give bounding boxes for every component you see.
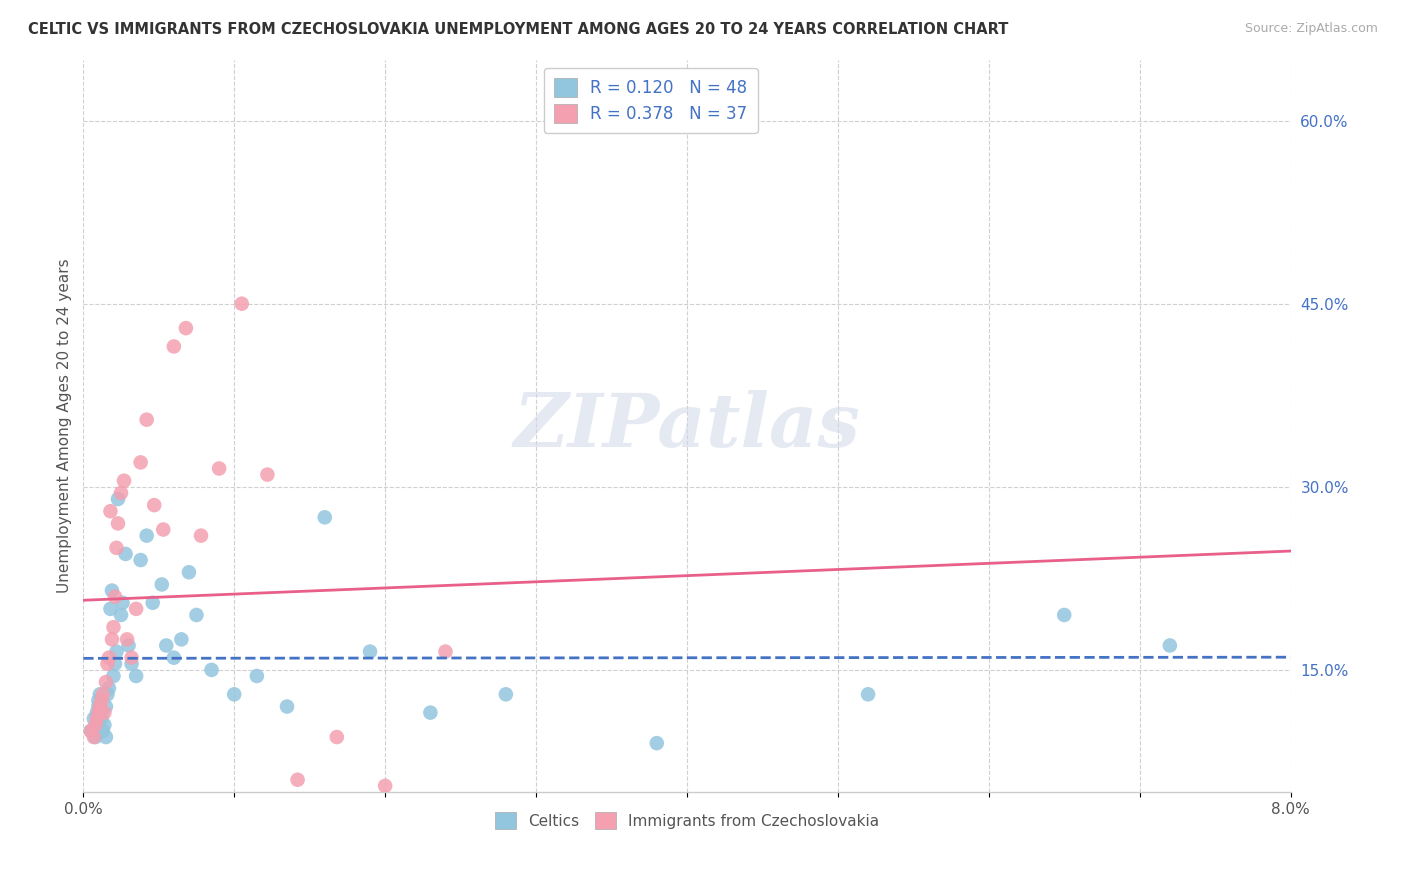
Point: [419, 706, 441, 720]
Point: [90, 712, 112, 726]
Point: [96, 657, 118, 671]
Point: [104, 657, 127, 671]
Point: [105, 644, 128, 658]
Point: [186, 607, 208, 622]
Point: [1053, 607, 1076, 622]
Point: [103, 620, 125, 634]
Point: [90, 706, 112, 720]
Text: Source: ZipAtlas.com: Source: ZipAtlas.com: [1244, 22, 1378, 36]
Point: [170, 632, 193, 647]
Point: [135, 528, 157, 542]
Point: [125, 602, 148, 616]
Point: [256, 467, 278, 482]
Point: [110, 607, 132, 622]
Point: [114, 547, 136, 561]
Point: [97, 681, 120, 696]
Point: [101, 583, 124, 598]
Point: [155, 639, 177, 653]
Point: [121, 650, 143, 665]
Point: [374, 779, 396, 793]
Point: [91, 723, 114, 738]
Point: [100, 602, 122, 616]
Point: [89, 699, 111, 714]
Point: [231, 296, 253, 310]
Point: [107, 491, 129, 506]
Point: [129, 455, 152, 469]
Point: [86, 706, 108, 720]
Point: [190, 528, 212, 542]
Point: [93, 706, 115, 720]
Point: [87, 699, 110, 714]
Point: [107, 516, 129, 531]
Point: [177, 566, 200, 580]
Point: [246, 669, 269, 683]
Point: [112, 474, 135, 488]
Point: [89, 687, 111, 701]
Point: [104, 590, 127, 604]
Legend: Celtics, Immigrants from Czechoslovakia: Celtics, Immigrants from Czechoslovakia: [488, 805, 886, 836]
Point: [1159, 639, 1181, 653]
Point: [150, 577, 173, 591]
Point: [287, 772, 309, 787]
Point: [276, 699, 298, 714]
Point: [84, 718, 107, 732]
Point: [103, 669, 125, 683]
Text: CELTIC VS IMMIGRANTS FROM CZECHOSLOVAKIA UNEMPLOYMENT AMONG AGES 20 TO 24 YEARS : CELTIC VS IMMIGRANTS FROM CZECHOSLOVAKIA…: [28, 22, 1008, 37]
Point: [101, 632, 124, 647]
Point: [200, 663, 222, 677]
Point: [143, 498, 166, 512]
Point: [94, 699, 117, 714]
Point: [224, 687, 246, 701]
Point: [110, 486, 132, 500]
Point: [174, 321, 197, 335]
Point: [208, 461, 231, 475]
Point: [105, 541, 128, 555]
Point: [94, 675, 117, 690]
Point: [111, 596, 134, 610]
Point: [80, 723, 103, 738]
Point: [93, 718, 115, 732]
Point: [121, 657, 143, 671]
Point: [86, 712, 108, 726]
Point: [96, 687, 118, 701]
Point: [135, 412, 157, 426]
Point: [326, 730, 349, 744]
Point: [94, 730, 117, 744]
Y-axis label: Unemployment Among Ages 20 to 24 years: Unemployment Among Ages 20 to 24 years: [58, 259, 72, 593]
Point: [87, 706, 110, 720]
Text: ZIPatlas: ZIPatlas: [513, 390, 860, 462]
Point: [163, 650, 186, 665]
Point: [91, 687, 114, 701]
Point: [152, 523, 174, 537]
Point: [83, 712, 105, 726]
Point: [83, 730, 105, 744]
Point: [856, 687, 879, 701]
Point: [84, 730, 107, 744]
Point: [100, 504, 122, 518]
Point: [97, 650, 120, 665]
Point: [495, 687, 517, 701]
Point: [129, 553, 152, 567]
Point: [434, 644, 457, 658]
Point: [314, 510, 336, 524]
Point: [163, 339, 186, 353]
Point: [87, 693, 110, 707]
Point: [90, 693, 112, 707]
Point: [115, 632, 138, 647]
Point: [80, 723, 103, 738]
Point: [125, 669, 148, 683]
Point: [142, 596, 165, 610]
Point: [117, 639, 139, 653]
Point: [359, 644, 381, 658]
Point: [645, 736, 668, 750]
